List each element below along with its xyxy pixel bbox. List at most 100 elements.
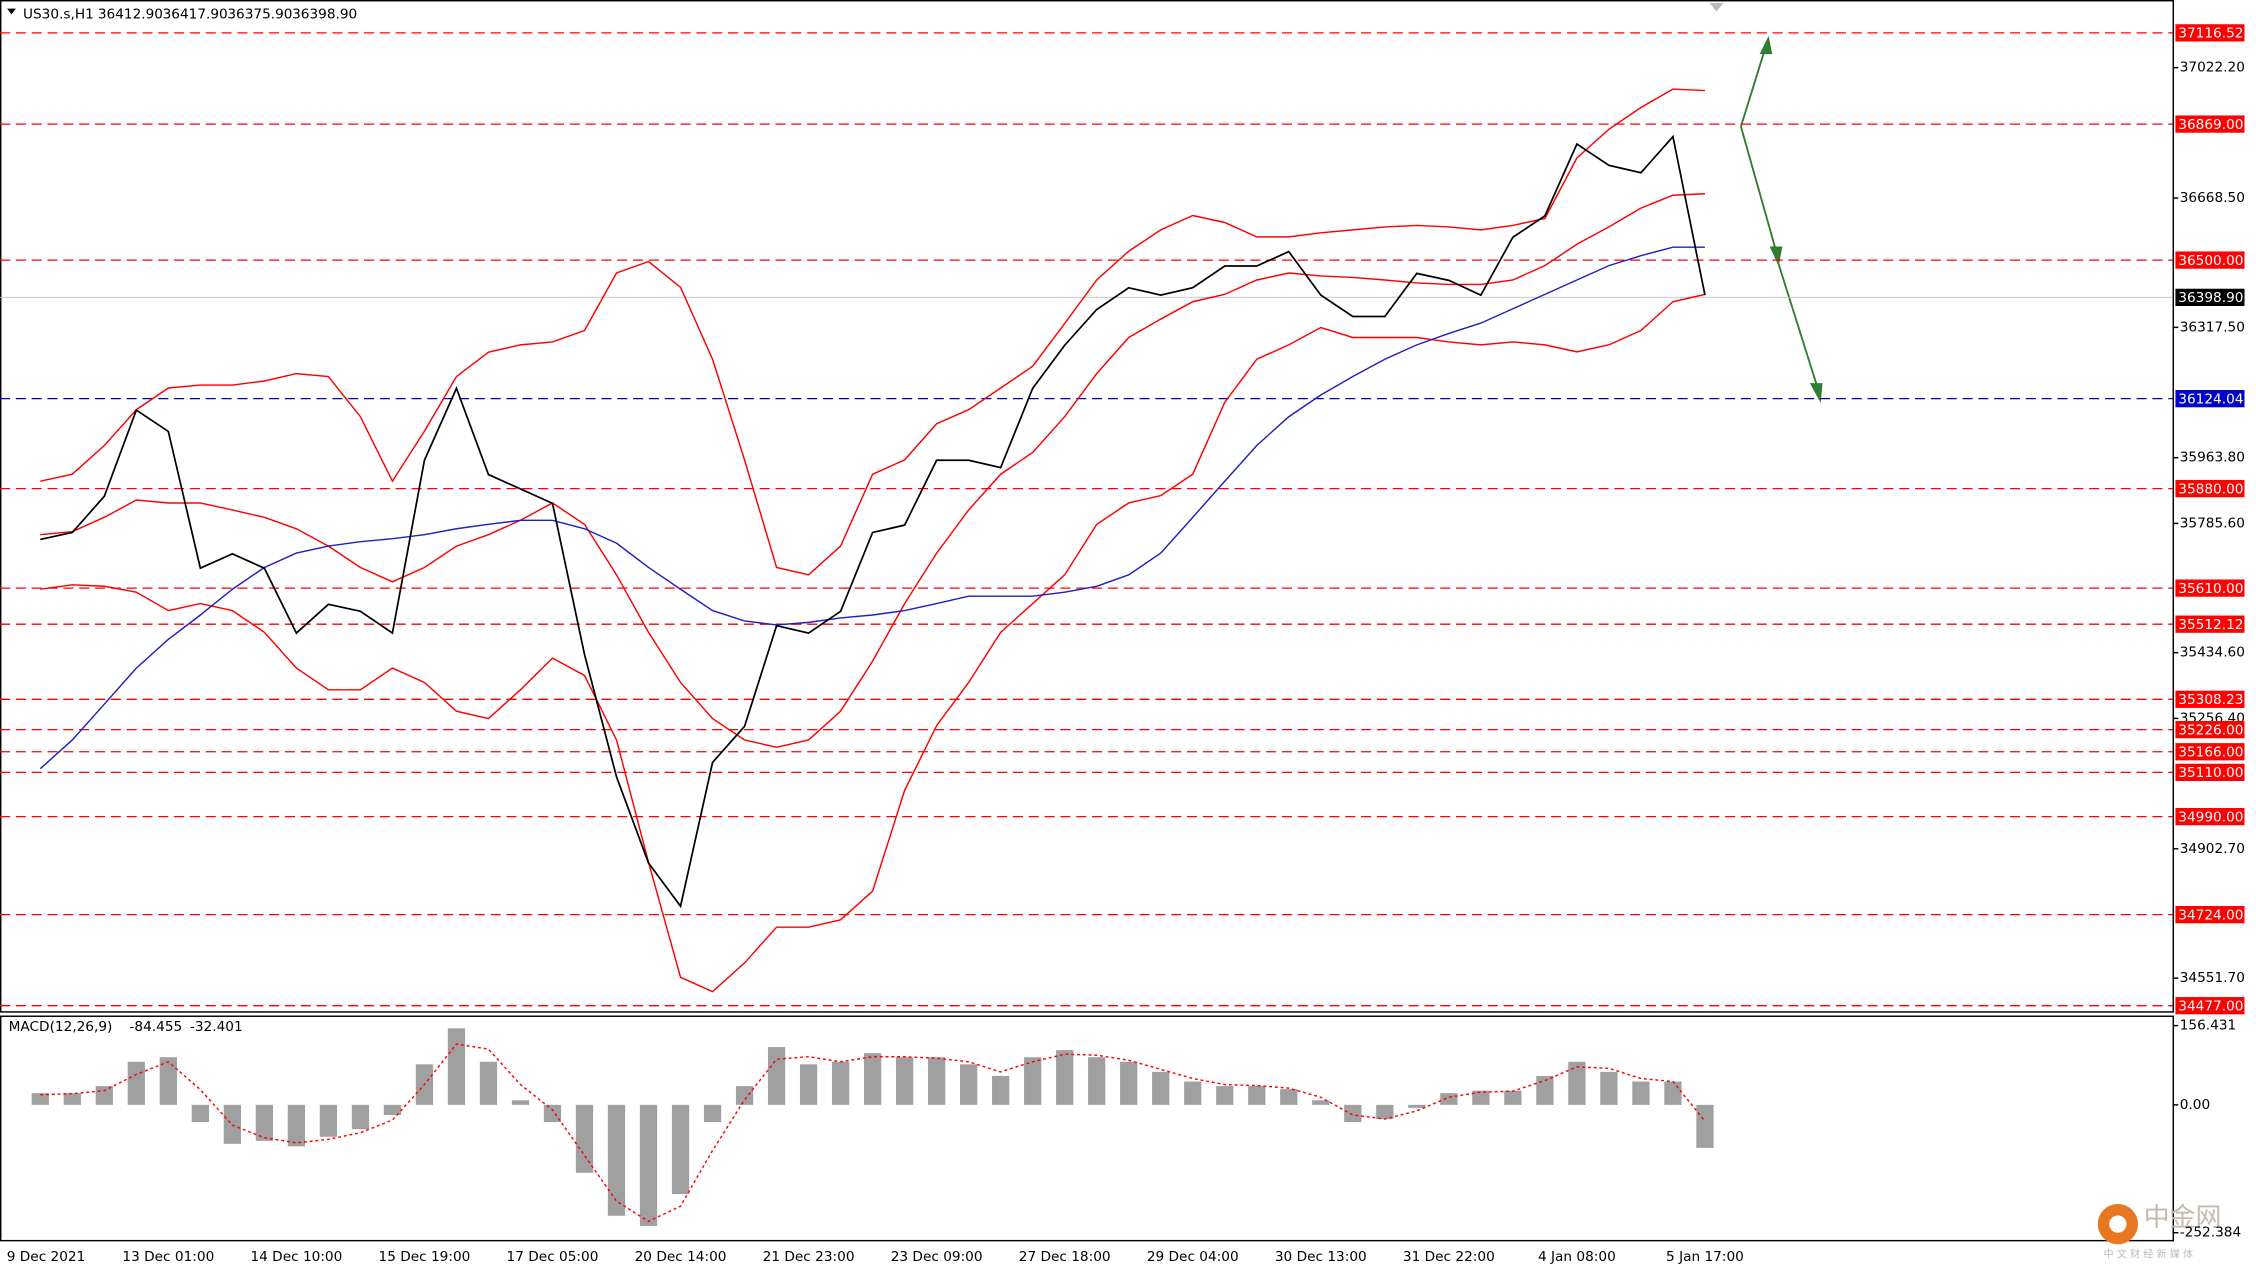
macd-bar	[351, 1104, 370, 1130]
level-line-label: 34477.00	[2178, 998, 2243, 1014]
macd-bar	[319, 1104, 338, 1137]
x-tick-label: 5 Jan 17:00	[1666, 1249, 1744, 1265]
ohlc-value: 36375.90	[227, 6, 292, 22]
x-tick-label: 30 Dec 13:00	[1275, 1249, 1367, 1265]
price-line	[40, 88, 1705, 576]
x-tick-label: 14 Dec 10:00	[250, 1249, 342, 1265]
x-tick-label: 15 Dec 19:00	[379, 1249, 471, 1265]
macd-bar	[928, 1057, 946, 1105]
macd-bar	[1440, 1093, 1458, 1105]
arrow-head	[1759, 35, 1773, 55]
last-price-line-label: 36398.90	[2178, 290, 2243, 306]
level-line-label: 35166.00	[2178, 744, 2243, 760]
level-line-label-bg	[2175, 24, 2245, 42]
support-line-label-bg	[2175, 390, 2245, 408]
macd-bar	[479, 1061, 498, 1105]
level-line-label: 35110.00	[2178, 765, 2243, 781]
level-line-label-bg	[2175, 743, 2245, 761]
y-tick-label: 36668.50	[2180, 190, 2245, 206]
macd-frame	[0, 1015, 2174, 1242]
macd-signal	[40, 1043, 1706, 1223]
price-line	[39, 246, 1705, 770]
level-line-label-bg	[2175, 579, 2245, 597]
level-line-label-bg	[2175, 763, 2245, 782]
y-tick-label: 34902.70	[2180, 841, 2245, 857]
y-tick-label: 35785.60	[2180, 515, 2245, 531]
macd-bar	[960, 1064, 978, 1105]
y-tick-label: 34551.70	[2180, 970, 2245, 986]
macd-bar	[1344, 1104, 1362, 1123]
level-line-label: 35880.00	[2178, 481, 2243, 497]
macd-bar	[895, 1057, 914, 1105]
ohlc-value: 36417.90	[163, 6, 228, 22]
macd-bar	[703, 1104, 722, 1123]
price-line	[40, 293, 1706, 993]
level-line-label-bg	[2175, 721, 2245, 739]
macd-reading: -84.455	[129, 1019, 182, 1035]
macd-bar	[1568, 1061, 1586, 1105]
macd-bar	[511, 1100, 530, 1105]
menu-triangle	[7, 8, 16, 15]
macd-bar	[1120, 1061, 1138, 1105]
macd-bar	[1376, 1104, 1394, 1120]
level-line-label-bg	[2175, 115, 2245, 133]
level-line-label-bg	[2175, 906, 2245, 924]
macd-bar	[1632, 1081, 1650, 1105]
macd-bar	[1024, 1057, 1042, 1105]
macd-bar	[127, 1061, 145, 1105]
macd-bar	[1216, 1086, 1234, 1105]
macd-bar	[831, 1061, 850, 1105]
level-line-label-bg	[2175, 479, 2245, 498]
macd-bar	[383, 1104, 402, 1115]
level-line-label: 36500.00	[2178, 253, 2243, 269]
arrow-down	[1777, 262, 1821, 396]
y-tick-label: 156.431	[2180, 1018, 2236, 1034]
x-tick-label: 21 Dec 23:00	[763, 1249, 855, 1265]
level-line-label: 34990.00	[2178, 809, 2243, 825]
macd-bar	[1088, 1057, 1106, 1105]
watermark-brand: 中金网	[2144, 1203, 2222, 1233]
level-line-label-bg	[2175, 615, 2245, 633]
macd-bar	[1600, 1071, 1618, 1105]
macd-bar	[287, 1104, 306, 1147]
price-line	[40, 134, 1706, 909]
macd-bar	[1408, 1104, 1426, 1108]
arrow-up	[1740, 42, 1768, 127]
x-tick-label: 4 Jan 08:00	[1538, 1249, 1616, 1265]
macd-bar	[607, 1104, 626, 1216]
x-tick-label: 29 Dec 04:00	[1147, 1249, 1239, 1265]
macd-bar	[863, 1053, 882, 1105]
macd-bar	[1184, 1081, 1202, 1105]
y-tick-label: 35434.60	[2180, 645, 2245, 661]
macd-bar	[671, 1104, 690, 1195]
y-tick-label: 36317.50	[2180, 319, 2245, 335]
level-line-label: 37116.52	[2178, 26, 2243, 42]
level-line-label-bg	[2175, 690, 2245, 708]
watermark-logo-inner	[2109, 1215, 2127, 1233]
macd-bar	[767, 1047, 786, 1105]
macd-bar	[992, 1075, 1010, 1105]
macd-bar	[639, 1104, 658, 1226]
x-tick-label: 31 Dec 22:00	[1403, 1249, 1495, 1265]
level-line-label: 35512.12	[2178, 617, 2243, 633]
symbol-title: US30.s,H1	[23, 6, 94, 22]
macd-bar	[1280, 1089, 1298, 1105]
macd-bar	[447, 1028, 466, 1105]
x-tick-label: 13 Dec 01:00	[122, 1249, 214, 1265]
arrow-head	[1809, 383, 1823, 404]
y-tick-label: 0.00	[2180, 1097, 2210, 1113]
last-price-line-label-bg	[2175, 288, 2245, 306]
arrow-head	[1769, 246, 1783, 267]
macd-bar	[63, 1093, 81, 1105]
main-frame	[0, 0, 2174, 1013]
macd-bar	[31, 1093, 49, 1105]
y-tick-label: -252.384	[2180, 1225, 2241, 1241]
macd-bar	[575, 1104, 594, 1173]
shift-marker	[1709, 2, 1724, 12]
macd-bar	[1696, 1104, 1714, 1148]
macd-bar	[1312, 1100, 1330, 1105]
macd-bar	[191, 1104, 209, 1123]
